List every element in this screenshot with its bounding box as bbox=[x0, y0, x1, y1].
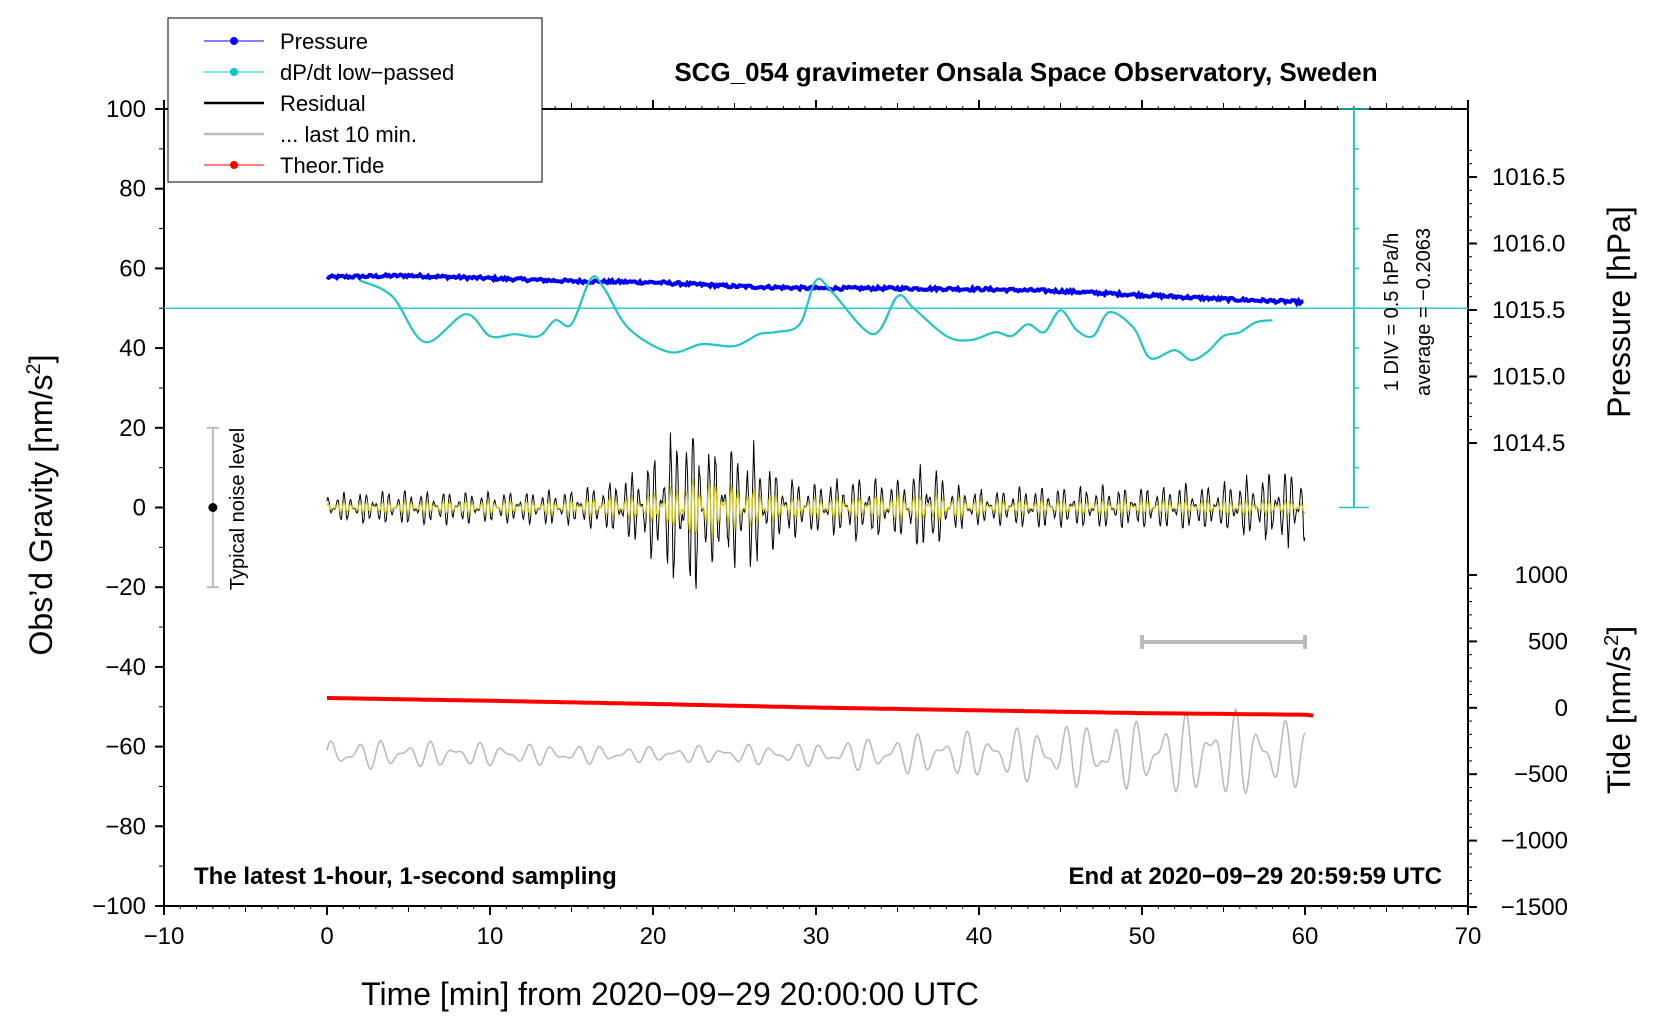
tide-tick-label: 500 bbox=[1528, 628, 1568, 655]
tick-labels: −10 0 10 20 30 40 50 60 70100806040200−20−40−60−… bbox=[92, 96, 1568, 950]
y-tick-label: −40 bbox=[105, 654, 146, 681]
pressure-tick-label: 1014.5 bbox=[1492, 430, 1565, 457]
y-tick-label: 0 bbox=[133, 495, 146, 522]
legend-label: Theor.Tide bbox=[280, 153, 384, 178]
dpdt-average-label: average = −0.2063 bbox=[1413, 228, 1435, 396]
legend-marker bbox=[230, 68, 238, 76]
legend: Pressure dP/dt low−passed Residual ... last… bbox=[167, 17, 543, 183]
y-tick-label: 40 bbox=[119, 335, 146, 362]
y-axis-label-tide: Tide [nm/s2] bbox=[1601, 626, 1637, 794]
tide-tick-label: −1000 bbox=[1501, 828, 1568, 855]
legend-label: Pressure bbox=[280, 29, 368, 54]
residual-smoothed-line bbox=[326, 478, 1306, 537]
x-tick-label: 40 bbox=[966, 923, 993, 950]
noise-level-label: Typical noise level bbox=[227, 428, 249, 590]
y-axis-label-pressure: Pressure [hPa] bbox=[1601, 206, 1637, 418]
legend-box bbox=[167, 17, 543, 183]
note-sampling: The latest 1-hour, 1-second sampling bbox=[194, 863, 617, 890]
legend-marker bbox=[230, 161, 238, 169]
y-tick-label: 80 bbox=[119, 176, 146, 203]
dpdt-scale-label: 1 DIV = 0.5 hPa/h bbox=[1381, 233, 1403, 391]
legend-label: Residual bbox=[280, 91, 366, 116]
noise-bar-dot bbox=[208, 503, 218, 512]
y-tick-label: 60 bbox=[119, 255, 146, 282]
x-tick-label: 30 bbox=[803, 923, 830, 950]
tide-tick-label: 0 bbox=[1555, 695, 1568, 722]
y-tick-label: −20 bbox=[105, 574, 146, 601]
y-tick-label: 20 bbox=[119, 415, 146, 442]
x-tick-label: 50 bbox=[1129, 923, 1156, 950]
y-tick-label: 100 bbox=[106, 96, 146, 123]
y-axis-label-left: Obs’d Gravity [nm/s2] bbox=[23, 355, 59, 656]
pressure-line bbox=[325, 271, 1304, 308]
y-tick-label: −100 bbox=[92, 893, 146, 920]
legend-marker bbox=[230, 37, 238, 45]
dpdt-scale-bar bbox=[1338, 108, 1369, 509]
x-tick-label: −10 bbox=[144, 923, 185, 950]
last-10-min-bar bbox=[1140, 635, 1307, 649]
x-tick-label: 0 bbox=[320, 923, 333, 950]
dpdt-line bbox=[359, 275, 1273, 362]
legend-label: ... last 10 min. bbox=[280, 122, 417, 147]
x-axis-label: Time [min] from 2020−09−29 20:00:00 UTC bbox=[361, 976, 979, 1012]
x-tick-label: 20 bbox=[640, 923, 667, 950]
chart-title: SCG_054 gravimeter Onsala Space Observat… bbox=[674, 57, 1377, 87]
tide-line bbox=[326, 696, 1314, 718]
tide-tick-label: −1500 bbox=[1501, 894, 1568, 921]
series-layer bbox=[164, 271, 1468, 795]
x-tick-label: 70 bbox=[1455, 923, 1482, 950]
y-tick-label: −60 bbox=[105, 734, 146, 761]
y-tick-label: −80 bbox=[105, 813, 146, 840]
pressure-tick-label: 1016.5 bbox=[1492, 164, 1565, 191]
legend-label: dP/dt low−passed bbox=[280, 60, 454, 85]
note-end-time: End at 2020−09−29 20:59:59 UTC bbox=[1068, 863, 1442, 890]
noise-level-bar bbox=[206, 426, 219, 589]
x-tick-label: 60 bbox=[1292, 923, 1319, 950]
pressure-tick-label: 1015.5 bbox=[1492, 297, 1565, 324]
pressure-tick-label: 1016.0 bbox=[1492, 231, 1565, 258]
pressure-tick-label: 1015.0 bbox=[1492, 364, 1565, 391]
x-tick-label: 10 bbox=[477, 923, 504, 950]
tide-tick-label: −500 bbox=[1514, 761, 1568, 788]
tide-tick-label: 1000 bbox=[1515, 562, 1568, 589]
last-10-min-line bbox=[326, 707, 1306, 795]
